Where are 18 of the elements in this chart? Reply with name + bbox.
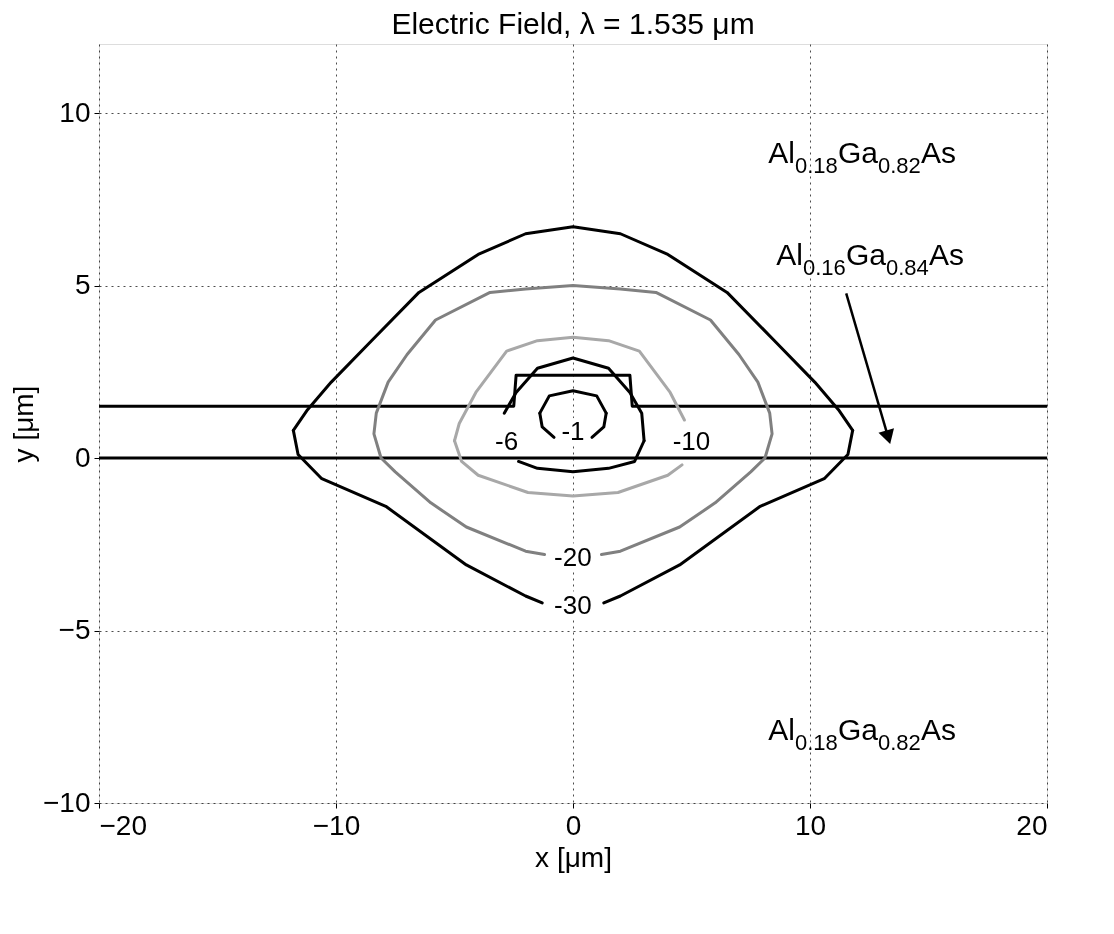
y-tick-label: 10 [59, 96, 91, 128]
x-tick-label: 0 [565, 809, 582, 841]
x-tick-label: −20 [99, 809, 147, 841]
y-tick-label: 0 [74, 441, 91, 473]
y-axis-title: y [μm] [8, 385, 39, 463]
x-axis-title: x [μm] [535, 841, 612, 873]
annotation: -30 [554, 590, 592, 621]
annotation: -1 [561, 416, 585, 447]
y-tick-label: −5 [58, 614, 91, 645]
y-tick-label: 5 [74, 269, 91, 300]
x-tick-label: 10 [794, 809, 827, 841]
x-tick-label: −10 [312, 809, 361, 841]
x-tick-label: 20 [1016, 809, 1048, 841]
annotation: -20 [554, 542, 592, 573]
y-tick-label: −10 [43, 786, 91, 818]
annotation: -10 [672, 426, 711, 457]
chart-title: Electric Field, λ = 1.535 μm [391, 7, 755, 40]
annotation: -6 [495, 426, 519, 457]
